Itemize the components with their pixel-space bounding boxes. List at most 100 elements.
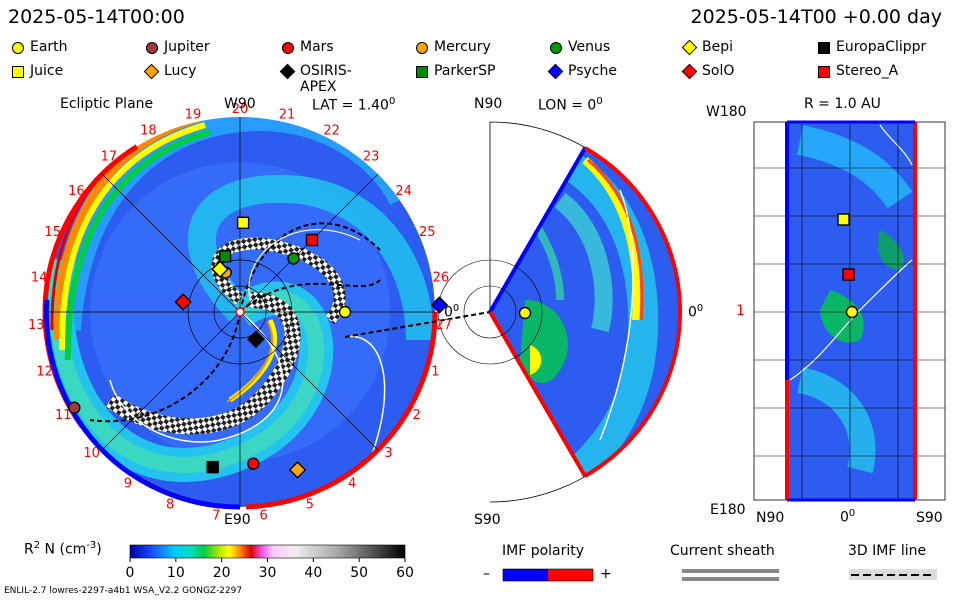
carrington-label: 12: [36, 365, 53, 380]
radial-map: [753, 120, 946, 502]
ecliptic-bottom-label: E90: [224, 512, 251, 528]
legend-label: Juice: [30, 63, 64, 79]
square-marker-icon: [818, 66, 830, 78]
ecliptic-marker-juice: [236, 216, 250, 230]
current-sheath-title: Current sheath: [670, 543, 775, 559]
legend-label: SolO: [702, 63, 735, 79]
ecliptic-marker-jupiter: [68, 401, 81, 414]
imf-positive-swatch: [548, 569, 593, 581]
carrington-label: 4: [348, 476, 356, 491]
carrington-label: 6: [260, 509, 268, 524]
stereo-a-radial-marker: [842, 268, 855, 281]
colorbar-tick-label: 0: [126, 565, 135, 581]
carrington-label: 14: [31, 271, 48, 286]
ecliptic-right-label: 00: [444, 303, 460, 321]
legend-label: Venus: [568, 39, 611, 55]
carrington-label: 10: [83, 446, 100, 461]
legend-label: Psyche: [568, 63, 617, 79]
radial-bottom-left: E180: [710, 502, 746, 518]
colorbar-tick-label: 50: [350, 565, 368, 581]
radial-x-left: N90: [756, 510, 785, 526]
ecliptic-marker-psyche: [430, 296, 449, 314]
current-sheath-line-2: [682, 577, 779, 581]
legend-label: Earth: [30, 39, 68, 55]
legend-label: Lucy: [164, 63, 197, 79]
circle-marker-icon: [550, 42, 562, 54]
radial-x-right: S90: [916, 510, 943, 526]
colorbar-label: R2 N (cm-3): [24, 540, 102, 558]
ecliptic-marker-mars: [247, 457, 260, 470]
sun-marker: [235, 307, 245, 317]
carrington-label: 17: [101, 150, 118, 165]
legend-label: Bepi: [702, 39, 733, 55]
colorbar-tick-label: 20: [213, 565, 231, 581]
earth-link-line: [344, 311, 491, 338]
ecliptic-marker-earth: [338, 305, 352, 319]
ecliptic-top-label: W90: [224, 96, 256, 112]
current-sheath-line-1: [682, 569, 779, 573]
imf-minus: –: [483, 566, 490, 582]
legend-label: Stereo_A: [836, 63, 899, 79]
radial-x-mid: 00: [840, 508, 856, 526]
carrington-label: 22: [323, 124, 340, 139]
carrington-label: 16: [68, 184, 85, 199]
carrington-label: 1: [431, 365, 439, 380]
ecliptic-marker-bepi: [211, 260, 229, 278]
colorbar: [129, 544, 406, 559]
circle-marker-icon: [282, 42, 294, 54]
carrington-label: 21: [279, 108, 296, 123]
square-marker-icon: [818, 42, 830, 54]
carrington-label: 11: [55, 408, 72, 423]
colorbar-tick-label: 10: [167, 565, 185, 581]
carrington-label: 15: [44, 225, 61, 240]
carrington-label: 23: [363, 150, 380, 165]
carrington-label: 25: [419, 225, 436, 240]
radial-title: R = 1.0 AU: [804, 96, 881, 112]
carrington-label: 5: [306, 498, 314, 513]
earth-radial-marker: [845, 305, 859, 319]
legend-label: OSIRIS-APEX: [300, 63, 352, 95]
meridional-bottom-label: S90: [474, 512, 501, 528]
circle-marker-icon: [416, 42, 428, 54]
meridional-lon-label: LON = 00: [538, 96, 603, 114]
carrington-label: 7: [212, 509, 220, 524]
carrington-label: 13: [28, 318, 45, 333]
footer-model-info: ENLIL-2.7 lowres-2297-a4b1 WSA_V2.2 GONG…: [4, 586, 243, 596]
square-marker-icon: [416, 66, 428, 78]
meridional-right-label: 00: [688, 303, 704, 321]
datetime-left: 2025-05-14T00:00: [8, 6, 185, 28]
imf-plus: +: [600, 566, 612, 582]
bepi-radial-marker: [837, 213, 850, 226]
carrington-label: 18: [140, 124, 157, 139]
imf-polarity-title: IMF polarity: [502, 543, 585, 559]
imf-line-title: 3D IMF line: [848, 543, 927, 559]
legend-label: Mercury: [434, 39, 491, 55]
ecliptic-marker-osiris-apex: [247, 330, 265, 349]
radial-top-left: W180: [706, 104, 747, 120]
carrington-label: 8: [166, 498, 174, 513]
ecliptic-bodies: [68, 216, 449, 479]
carrington-label: 19: [185, 108, 202, 123]
ecliptic-title: Ecliptic Plane: [60, 96, 154, 112]
ecliptic-marker-europaclippr: [206, 460, 219, 474]
radial-mid-left: 1: [736, 303, 745, 319]
ecliptic-marker-stereo-a: [305, 233, 319, 247]
colorbar-tick-label: 40: [304, 565, 322, 581]
carrington-label: 26: [433, 271, 450, 286]
colorbar-ticks: 0 10 20 30 40 50 60: [126, 558, 414, 581]
circle-marker-icon: [12, 42, 24, 54]
carrington-label: 3: [384, 446, 392, 461]
ecliptic-marker-lucy: [288, 461, 307, 479]
carrington-label: 9: [124, 476, 132, 491]
carrington-label: 20: [232, 102, 249, 117]
ecliptic-lat-label: LAT = 1.400: [312, 96, 396, 114]
ecliptic-marker-solo: [174, 293, 192, 311]
carrington-label: 2: [413, 408, 421, 423]
imf-negative-swatch: [503, 569, 548, 581]
earth-meridional-marker: [518, 306, 532, 320]
legend-label: Mars: [300, 39, 334, 55]
carrington-label: 27: [435, 318, 452, 333]
square-marker-icon: [12, 66, 24, 78]
legend-label: EuropaClippr: [836, 39, 927, 55]
